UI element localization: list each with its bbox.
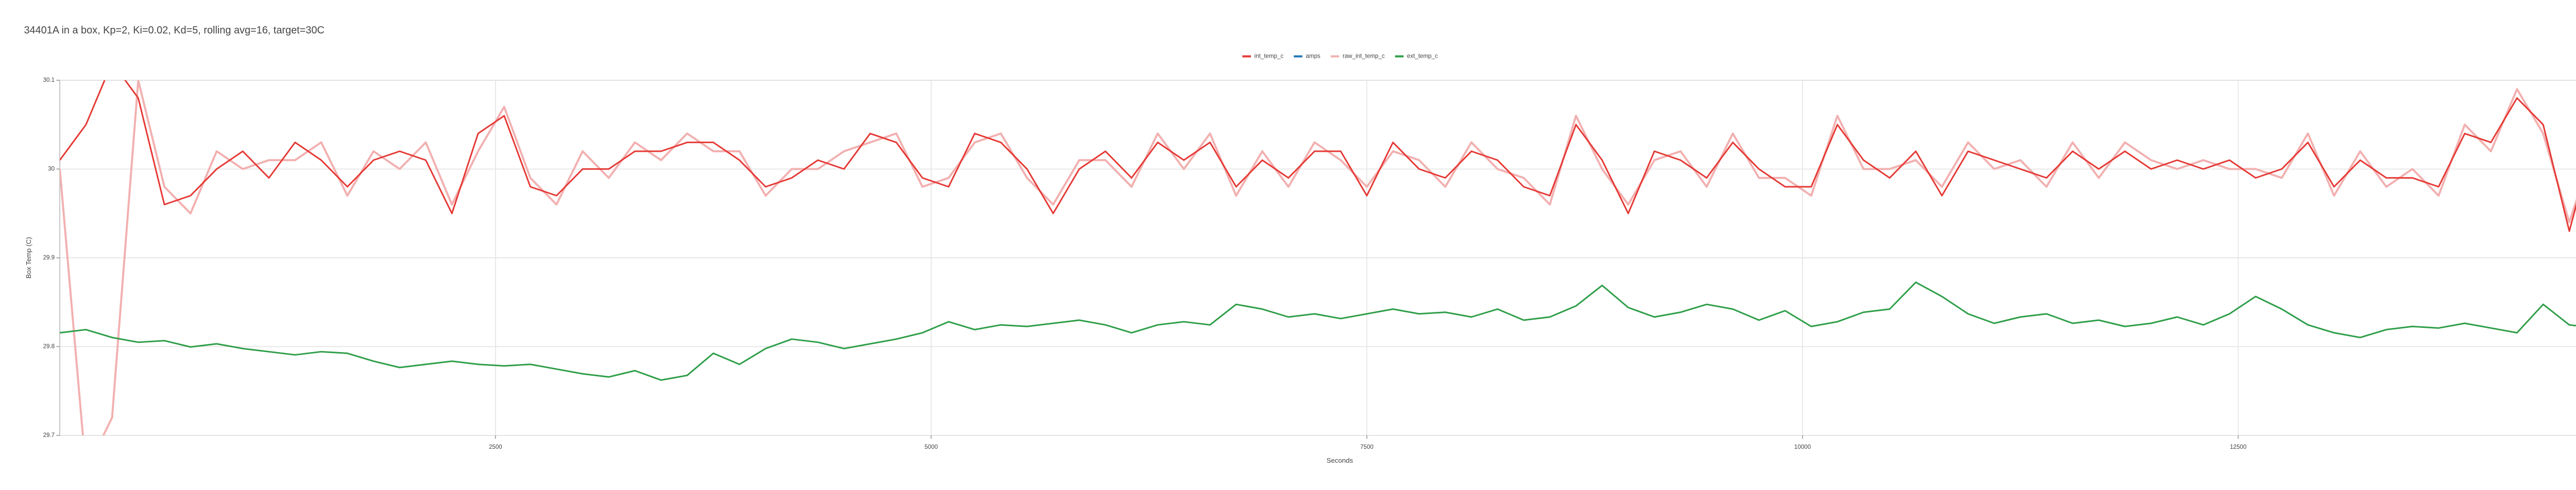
y-tick-label: 30.1 bbox=[43, 77, 55, 83]
grid: 29.729.829.93030.122.7523.0023.2523.5023… bbox=[43, 77, 2576, 450]
x-tick-label: 10000 bbox=[1794, 444, 1811, 450]
x-tick-label: 2500 bbox=[489, 444, 502, 450]
chart-title: 34401A in a box, Kp=2, Ki=0.02, Kd=5, ro… bbox=[24, 25, 324, 36]
legend: int_temp_c amps raw_int_temp_c ext_temp_c bbox=[1242, 53, 1438, 60]
x-tick-label: 5000 bbox=[924, 444, 938, 450]
y-axis-label: Box Temp (C) bbox=[25, 237, 32, 279]
series-line bbox=[60, 80, 2576, 435]
y-tick-label: 29.7 bbox=[43, 432, 55, 439]
legend-label: ext_temp_c bbox=[1407, 53, 1438, 60]
legend-label: raw_int_temp_c bbox=[1343, 53, 1385, 60]
x-axis-label: Seconds bbox=[1327, 457, 1353, 464]
x-tick-label: 12500 bbox=[2230, 444, 2246, 450]
series-lines bbox=[60, 80, 2576, 435]
legend-label: int_temp_c bbox=[1255, 53, 1284, 60]
y-tick-label: 30 bbox=[48, 165, 55, 172]
y-tick-label: 29.8 bbox=[43, 343, 55, 349]
series-line bbox=[60, 281, 2576, 381]
y-tick-label: 29.9 bbox=[43, 254, 55, 261]
x-tick-label: 7500 bbox=[1360, 444, 1374, 450]
legend-label: amps bbox=[1306, 53, 1320, 60]
series-line bbox=[60, 80, 2576, 232]
